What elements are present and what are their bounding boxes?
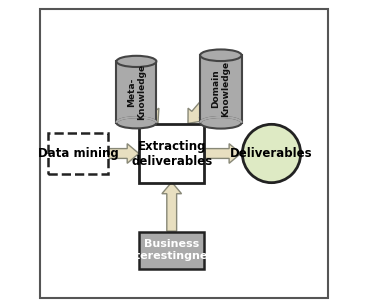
Text: Deliverables: Deliverables bbox=[230, 147, 313, 160]
Ellipse shape bbox=[116, 56, 156, 67]
Polygon shape bbox=[205, 144, 241, 163]
Polygon shape bbox=[162, 182, 181, 231]
Text: Meta-
Knowledge: Meta- Knowledge bbox=[127, 64, 146, 120]
Text: Domain
Knowledge: Domain Knowledge bbox=[211, 61, 230, 117]
Text: Data mining: Data mining bbox=[38, 147, 118, 160]
Polygon shape bbox=[132, 91, 159, 123]
Bar bbox=[139, 232, 204, 269]
Bar bbox=[116, 61, 156, 123]
Polygon shape bbox=[109, 144, 139, 163]
FancyBboxPatch shape bbox=[40, 9, 328, 298]
Ellipse shape bbox=[200, 117, 241, 129]
Circle shape bbox=[243, 124, 301, 183]
Text: Extracting
deliverables: Extracting deliverables bbox=[131, 139, 212, 168]
Bar bbox=[200, 55, 241, 123]
Text: Business
Interestingness: Business Interestingness bbox=[123, 239, 220, 261]
Ellipse shape bbox=[116, 117, 156, 128]
Bar bbox=[48, 133, 108, 174]
Ellipse shape bbox=[200, 49, 241, 61]
Polygon shape bbox=[188, 87, 220, 123]
Bar bbox=[139, 124, 204, 183]
